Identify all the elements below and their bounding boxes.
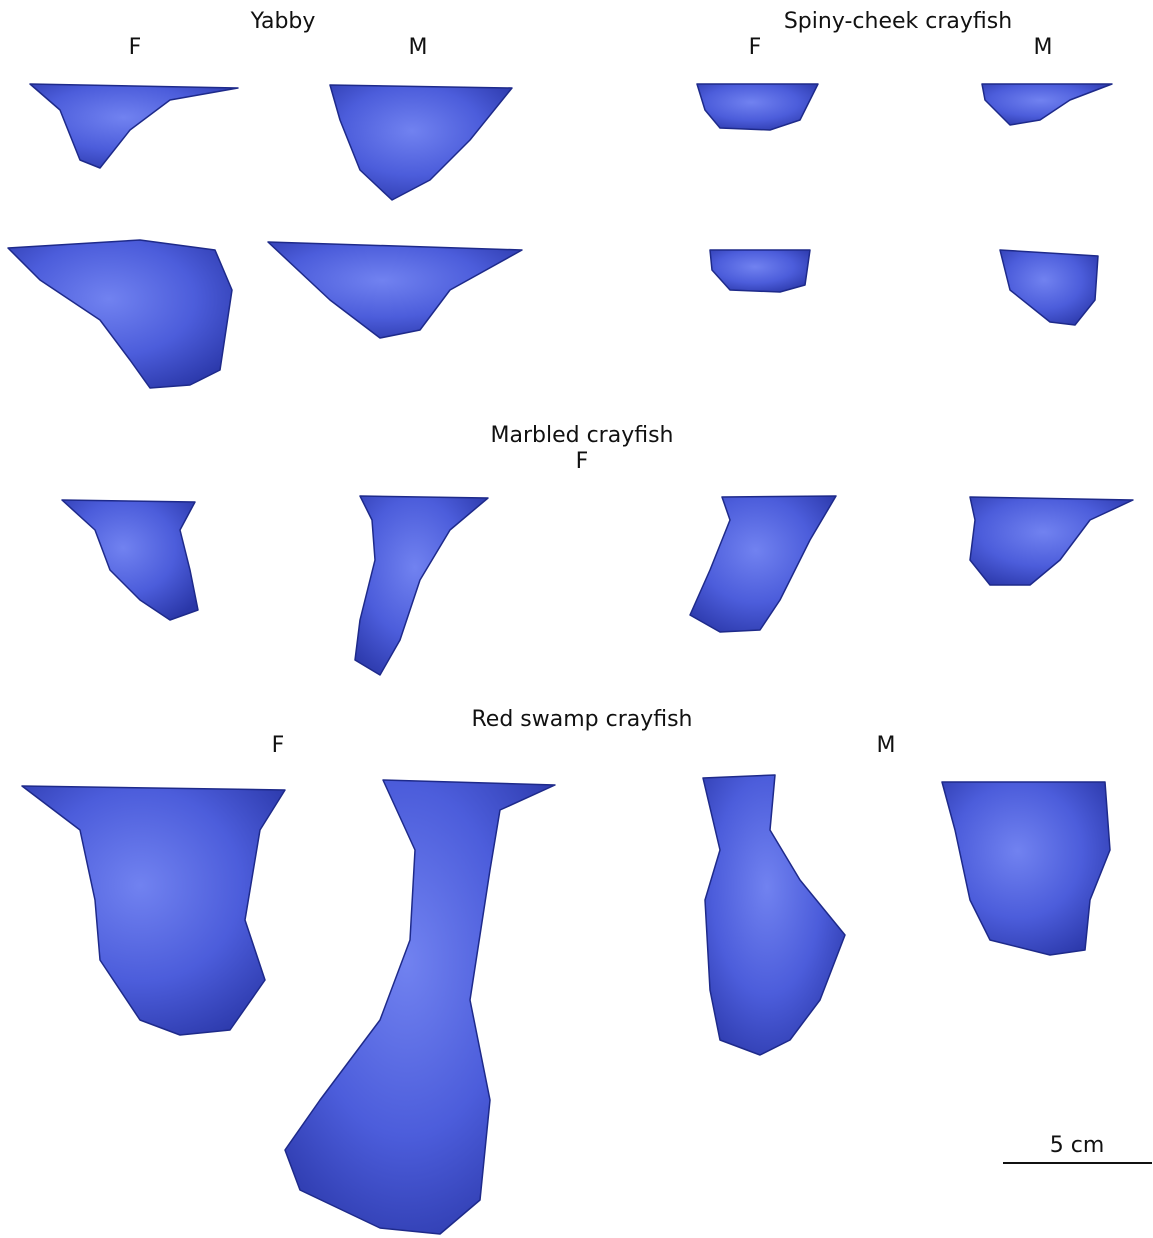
burrow-cast	[8, 240, 232, 388]
burrow-cast	[330, 85, 512, 200]
sex-label: M	[1034, 35, 1053, 60]
burrow-cast	[690, 496, 836, 632]
sex-label: M	[409, 35, 428, 60]
sex-label: M	[877, 733, 896, 758]
sex-label: F	[129, 35, 142, 60]
page: Yabby F M Spiny-cheek crayfish F M Marbl…	[0, 0, 1153, 1238]
burrow-cast	[697, 84, 818, 130]
figure: Yabby F M Spiny-cheek crayfish F M Marbl…	[0, 0, 1153, 1238]
burrow-cast	[982, 84, 1112, 125]
sex-label: F	[576, 449, 589, 474]
burrow-cast	[942, 782, 1110, 955]
group-title: Marbled crayfish	[491, 423, 674, 448]
group-title: Yabby	[250, 9, 316, 34]
burrow-cast	[710, 250, 810, 292]
sex-label: F	[749, 35, 762, 60]
group-title: Spiny-cheek crayfish	[784, 9, 1012, 34]
burrow-cast	[22, 786, 285, 1035]
sex-label: F	[272, 733, 285, 758]
burrow-cast	[1000, 250, 1098, 325]
burrow-cast	[30, 84, 238, 168]
burrow-cast	[62, 500, 198, 620]
scale-bar-label: 5 cm	[1050, 1133, 1105, 1158]
burrow-cast	[285, 780, 555, 1234]
burrow-cast	[970, 497, 1133, 585]
burrow-cast	[703, 775, 845, 1055]
burrow-cast	[268, 242, 522, 338]
group-title: Red swamp crayfish	[471, 707, 692, 732]
burrow-cast	[355, 496, 488, 675]
